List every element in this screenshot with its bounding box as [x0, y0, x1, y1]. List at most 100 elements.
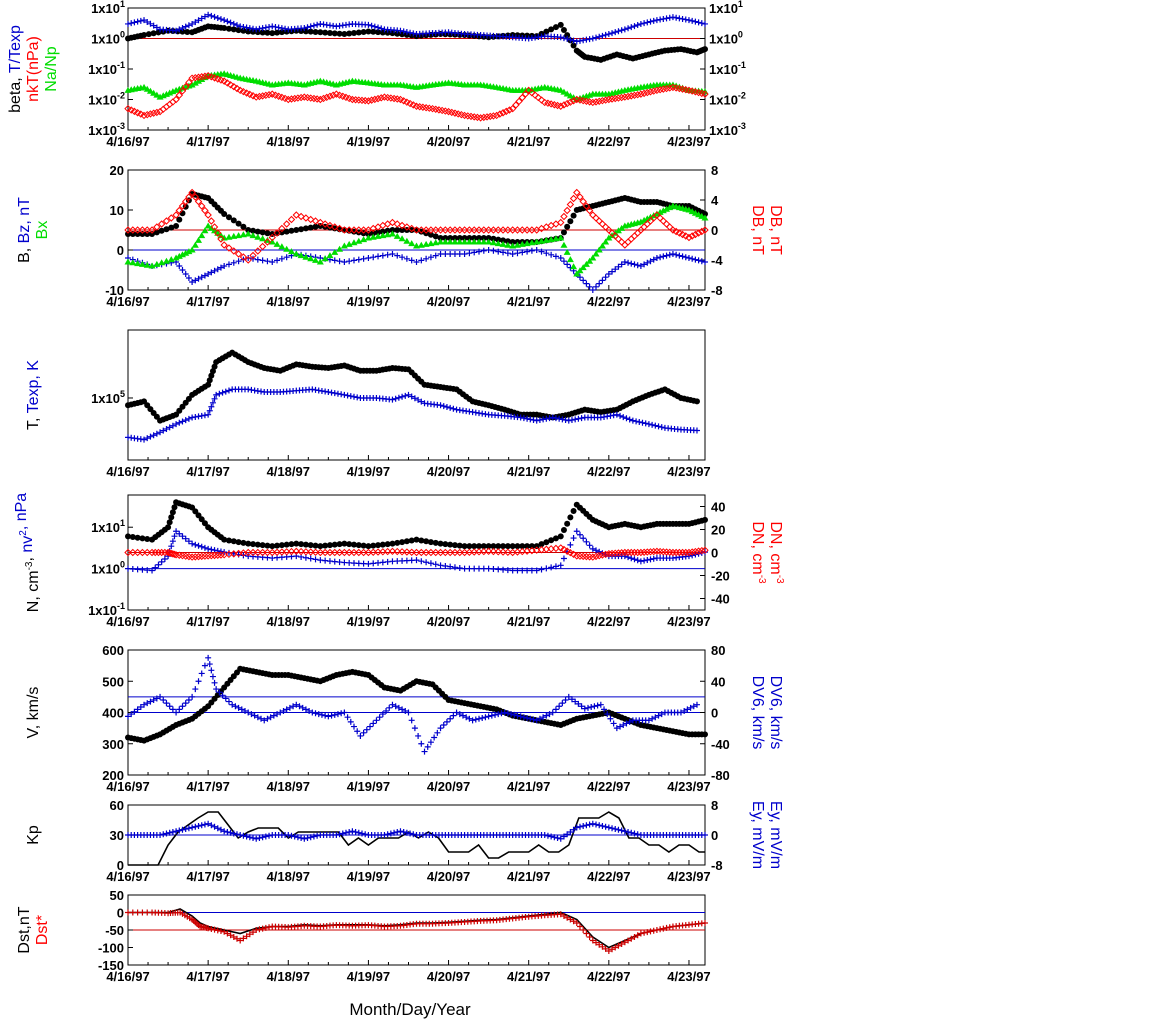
- b-series-3-point: [407, 224, 416, 233]
- n-series-0-point: [139, 535, 146, 542]
- n-series-1-point: [533, 567, 540, 574]
- b-series-1-point: [625, 259, 632, 266]
- panel-b: 4/16/97 4/17/97 4/18/97 4/19/97 4/20/97 4/21/…: [16, 163, 784, 309]
- beta-series-0-point: [179, 28, 186, 35]
- t-x-tick-label: 4/19/97: [347, 464, 390, 479]
- beta-series-3-point: [489, 112, 498, 120]
- b-series-1-point: [384, 251, 391, 258]
- b-series-1-point: [509, 251, 516, 257]
- v-series-1-point: [274, 711, 281, 718]
- n-series-2-point: [302, 548, 310, 556]
- v-series-1-point: [208, 667, 215, 674]
- v-series-1-point: [594, 702, 601, 709]
- b-series-3-point: [167, 214, 175, 222]
- b-series-3-point: [273, 229, 281, 237]
- b-series-3-point: [563, 206, 571, 215]
- v-series-1-point: [350, 723, 357, 730]
- n-series-1-point: [560, 555, 567, 562]
- b-series-3-point: [484, 226, 493, 234]
- t-series-1-point: [543, 415, 550, 422]
- b-series-0-point: [379, 228, 386, 235]
- v-right-tick-label: -80: [711, 768, 730, 783]
- n-series-2: [124, 544, 709, 561]
- kp-left-axis-label-0: Kp: [25, 825, 42, 845]
- kp-series-1-point: [400, 829, 407, 835]
- beta-series-1-point: [628, 24, 635, 31]
- b-series-1-point: [543, 250, 550, 257]
- dst-series-1-point: [560, 913, 567, 919]
- v-series-1-point: [488, 712, 495, 719]
- beta-series-3-point: [374, 94, 382, 103]
- b-series-3-point: [287, 215, 296, 224]
- b-series-3-point: [523, 226, 531, 234]
- beta-series-3-point: [518, 93, 526, 102]
- n-series-2-point: [595, 552, 603, 560]
- n-series-2-point: [504, 548, 512, 556]
- beta-x-tick-label: 4/18/97: [267, 134, 310, 149]
- b-series-1-point: [274, 257, 281, 264]
- beta-series-0-point: [307, 28, 314, 35]
- beta-series-3-point: [191, 73, 200, 82]
- kp-series-1-point: [221, 828, 228, 835]
- n-series-2-point: [393, 547, 401, 556]
- t-series-1-point: [623, 415, 630, 422]
- kp-series-1-point: [214, 825, 221, 832]
- v-series-1-point: [229, 701, 236, 708]
- panel-dst: 4/16/97 4/17/97 4/18/97 4/19/97 4/20/97 4/21/…: [16, 888, 711, 984]
- b-series-0-point: [144, 231, 151, 237]
- b-series-3-point: [153, 223, 161, 231]
- b-series-1-point: [182, 271, 189, 277]
- dst-series-1: [125, 909, 708, 954]
- n-series-0-point: [451, 542, 458, 549]
- v-series-1-point: [331, 711, 338, 718]
- b-series-3-point: [417, 226, 426, 234]
- t-series-1-point: [344, 392, 351, 399]
- beta-x-tick-label: 4/22/97: [587, 134, 630, 149]
- n-series-1-point: [152, 564, 159, 571]
- beta-series-1-point: [695, 19, 702, 26]
- v-series-1-point: [153, 695, 160, 702]
- b-series-3-point: [582, 202, 591, 210]
- dst-series-1-point: [599, 943, 606, 950]
- t-series-1-point: [408, 393, 415, 400]
- kp-series-1-point: [702, 832, 708, 838]
- b-series-1-point: [528, 247, 535, 254]
- kp-series-1-point: [256, 835, 263, 841]
- b-series-1-point: [689, 255, 696, 262]
- beta-series-3-point: [185, 78, 193, 87]
- b-series-0-point: [326, 224, 333, 231]
- dst-left-tick-label: -150: [98, 958, 124, 973]
- b-series-1-point: [350, 257, 357, 264]
- b-series-2-point: [504, 241, 512, 248]
- b-series-1-point: [221, 263, 228, 269]
- beta-series-0-point: [145, 31, 152, 38]
- n-series-2-point: [608, 549, 616, 558]
- beta-series-1-point: [615, 28, 622, 35]
- t-series-1-point: [520, 415, 527, 422]
- n-right-axis-label-1: DN, cm-3: [767, 521, 785, 584]
- t-series-1-point: [179, 418, 186, 425]
- b-series-1-point: [225, 261, 232, 268]
- n-series-2-point: [499, 548, 507, 556]
- t-series-1-point: [225, 387, 232, 394]
- kp-series-1-point: [544, 832, 551, 839]
- beta-series-1-point: [314, 21, 321, 28]
- t-series-0-point: [693, 398, 700, 405]
- beta-series-1-point: [141, 17, 148, 24]
- beta-right-tick-label: 1x10-3: [709, 121, 746, 138]
- b-series-2-point: [489, 239, 497, 246]
- v-left-tick-label: 600: [102, 643, 124, 658]
- kp-left-tick-label: 0: [117, 858, 124, 873]
- beta-series-3-point: [201, 72, 209, 80]
- n-x-tick-label: 4/23/97: [667, 614, 710, 629]
- v-series-1-point: [344, 714, 351, 721]
- beta-x-tick-label: 4/17/97: [186, 134, 229, 149]
- b-series-1-point: [245, 255, 252, 261]
- b-series-0-point: [702, 211, 708, 217]
- kp-series-1-point: [564, 831, 571, 838]
- b-series-1-point: [471, 249, 478, 256]
- kp-series-1-point: [163, 830, 170, 837]
- b-series-3-point: [201, 206, 209, 215]
- dst-series-1-point: [259, 925, 266, 932]
- v-series-1-point: [195, 678, 202, 685]
